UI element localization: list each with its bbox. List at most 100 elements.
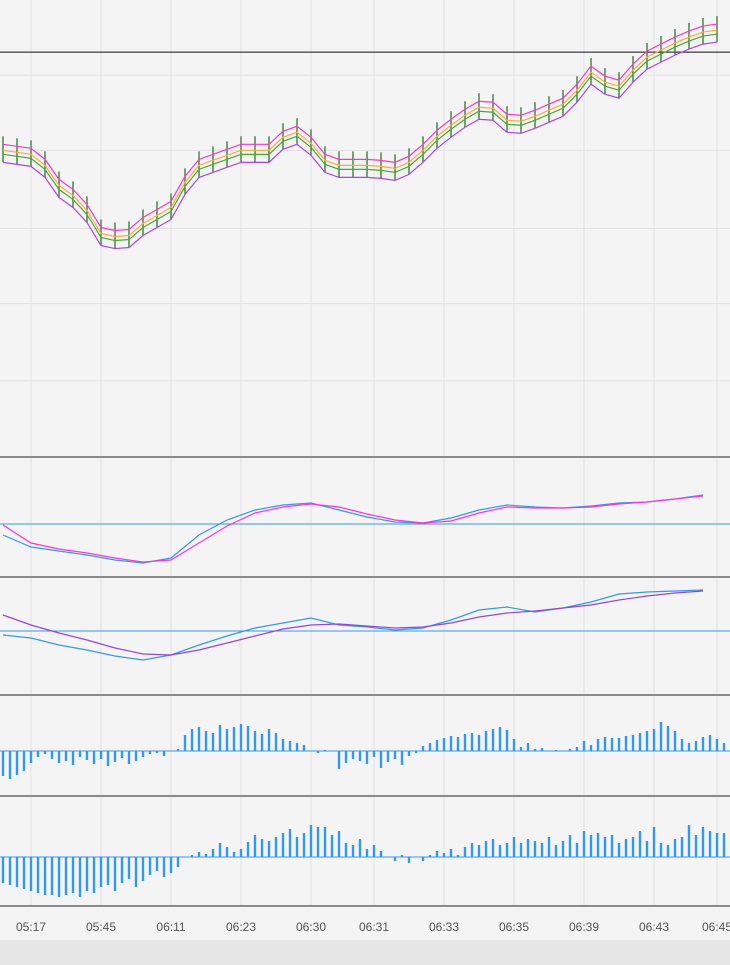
histogram-bar xyxy=(666,726,670,751)
histogram-bar xyxy=(148,857,152,875)
histogram-bar xyxy=(64,751,68,761)
histogram-bar xyxy=(344,751,348,763)
histogram-bar xyxy=(274,733,278,751)
histogram-bar xyxy=(449,736,453,751)
histogram-bar xyxy=(323,827,327,857)
histogram-bar xyxy=(92,751,96,764)
histogram-bar xyxy=(617,843,621,857)
histogram-bar xyxy=(309,825,313,857)
histogram-bar xyxy=(456,855,460,857)
histogram-bar xyxy=(36,857,40,893)
histogram-bar xyxy=(554,845,558,857)
histogram-bar xyxy=(197,852,201,857)
x-tick-label: 06:33 xyxy=(429,920,459,934)
histogram-bar xyxy=(547,837,551,857)
histogram-bar xyxy=(15,857,19,887)
histogram-bar xyxy=(155,857,159,871)
histogram-bar xyxy=(365,849,369,857)
histogram-bar xyxy=(190,729,194,751)
histogram-bar xyxy=(232,727,236,751)
histogram-bar xyxy=(281,833,285,857)
histogram-bar xyxy=(379,851,383,857)
histogram-bar xyxy=(29,857,33,891)
histogram-bar xyxy=(582,741,586,751)
histogram-bar xyxy=(596,833,600,857)
histogram-bar xyxy=(85,857,89,891)
histogram-bar xyxy=(204,854,208,857)
histogram-bar xyxy=(470,843,474,857)
histogram-bar xyxy=(400,855,404,857)
histogram-bar xyxy=(71,751,75,765)
histogram-bar xyxy=(526,839,530,857)
histogram-bar xyxy=(162,751,166,756)
histogram-bar xyxy=(127,751,131,764)
indicator-line xyxy=(2,589,704,661)
histogram-bar xyxy=(162,857,166,877)
histogram-bar xyxy=(701,737,705,751)
histogram-bar xyxy=(218,725,222,751)
histogram-bar xyxy=(50,751,54,759)
histogram-bar xyxy=(218,843,222,857)
histogram-bar xyxy=(554,750,558,751)
histogram-bar xyxy=(204,731,208,751)
histogram-bar xyxy=(575,747,579,751)
histogram-bar xyxy=(715,833,719,857)
histogram-bar xyxy=(435,851,439,857)
histogram-bar xyxy=(498,845,502,857)
histogram-bar xyxy=(617,738,621,751)
histogram-bar xyxy=(505,730,509,751)
histogram-bar xyxy=(680,837,684,857)
histogram-bar xyxy=(624,839,628,857)
histogram-bar xyxy=(260,734,264,751)
histogram-bar xyxy=(610,835,614,857)
histogram-bar xyxy=(211,733,215,751)
histogram-bar xyxy=(225,729,229,751)
histogram-bar xyxy=(71,857,75,893)
histogram-bar xyxy=(295,743,299,751)
histogram-bar xyxy=(372,845,376,857)
histogram-bar xyxy=(463,734,467,751)
histogram-bar xyxy=(64,857,68,895)
histogram-bar xyxy=(43,857,47,895)
histogram-bar xyxy=(281,739,285,751)
x-tick-label: 06:11 xyxy=(156,920,185,934)
histogram-bar xyxy=(120,857,124,883)
histogram-bar xyxy=(421,857,425,861)
histogram-bar xyxy=(22,751,26,771)
histogram-bar xyxy=(519,747,523,751)
histogram-bar xyxy=(512,739,516,751)
histogram-bar xyxy=(414,751,418,753)
x-tick-label: 06:30 xyxy=(296,920,326,934)
histogram-bar xyxy=(358,751,362,761)
histogram-bar xyxy=(176,749,180,751)
histogram-bar xyxy=(113,751,117,762)
histogram-bar xyxy=(715,739,719,751)
histogram-bar xyxy=(106,751,110,766)
histogram-bar xyxy=(575,843,579,857)
histogram-bar xyxy=(428,743,432,751)
histogram-bar xyxy=(316,751,320,753)
histogram-bar xyxy=(512,837,516,857)
histogram-bar xyxy=(505,843,509,857)
histogram-bar xyxy=(246,842,250,857)
histogram-bar xyxy=(1,857,5,883)
histogram-bar xyxy=(470,733,474,751)
histogram-bar xyxy=(134,751,138,761)
histogram-bar xyxy=(484,841,488,857)
histogram-bar xyxy=(22,857,26,889)
histogram-bar xyxy=(351,845,355,857)
histogram-bar xyxy=(666,845,670,857)
histogram-bar xyxy=(148,751,152,754)
histogram-bar xyxy=(92,857,96,893)
histogram-bar xyxy=(106,857,110,885)
histogram-bar xyxy=(603,737,607,751)
histogram-bar xyxy=(1,751,5,776)
histogram-bar xyxy=(645,841,649,857)
histogram-bar xyxy=(540,843,544,857)
histogram-bar xyxy=(589,745,593,751)
histogram-bar xyxy=(393,751,397,759)
histogram-bar xyxy=(610,738,614,751)
histogram-bar xyxy=(561,841,565,857)
histogram-bar xyxy=(533,749,537,751)
